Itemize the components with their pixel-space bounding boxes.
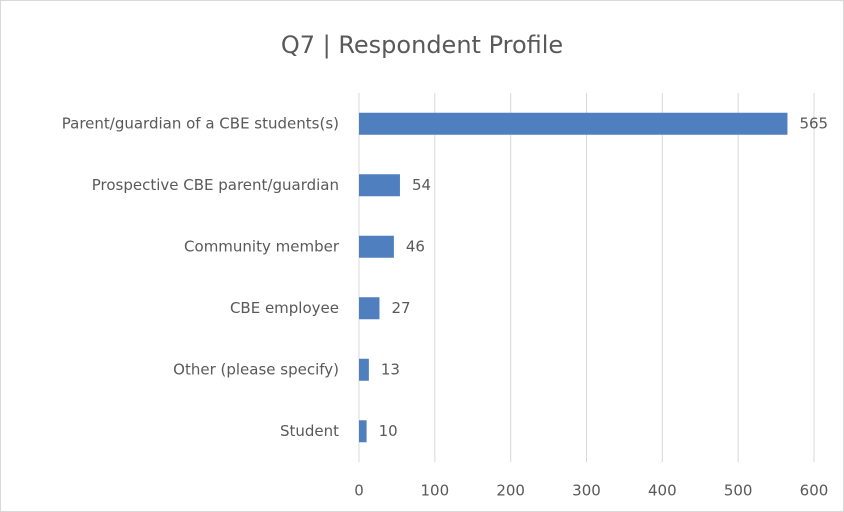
x-tick-label: 600 <box>800 482 829 500</box>
x-tick-label: 200 <box>496 482 525 500</box>
bar <box>359 358 369 381</box>
y-tick-label: CBE employee <box>230 299 339 317</box>
data-label: 13 <box>381 360 400 378</box>
x-tick-label: 500 <box>724 482 753 500</box>
y-tick-label: Other (please specify) <box>173 360 339 378</box>
y-tick-label: Parent/guardian of a CBE students(s) <box>62 114 339 132</box>
bar <box>359 174 400 197</box>
bar <box>359 297 380 320</box>
data-label: 10 <box>379 422 398 440</box>
x-tick-label: 0 <box>354 482 364 500</box>
y-tick-label: Community member <box>184 237 340 255</box>
data-label: 565 <box>799 114 828 132</box>
x-tick-label: 400 <box>648 482 677 500</box>
y-tick-label: Student <box>280 422 339 440</box>
y-tick-label: Prospective CBE parent/guardian <box>92 176 339 194</box>
x-tick-label: 100 <box>421 482 450 500</box>
data-label: 54 <box>412 176 431 194</box>
x-tick-label: 300 <box>572 482 601 500</box>
chart-title: Q7 | Respondent Profile <box>281 31 563 59</box>
data-label: 27 <box>391 299 410 317</box>
data-label: 46 <box>406 237 425 255</box>
bar <box>359 235 394 258</box>
bar <box>359 112 788 135</box>
bar <box>359 420 367 443</box>
